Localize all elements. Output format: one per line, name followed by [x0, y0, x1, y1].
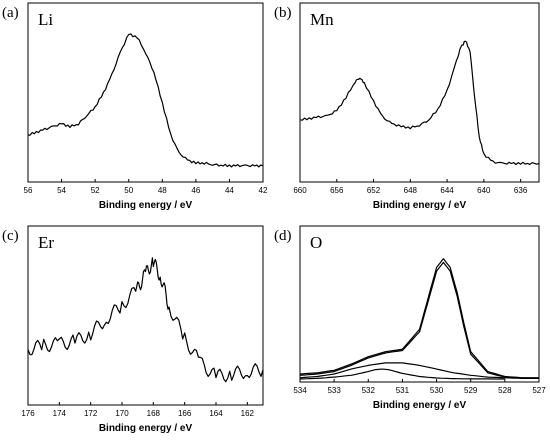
- element-label: Mn: [310, 10, 334, 29]
- x-tick-label: 46: [191, 186, 200, 195]
- series-line-0: [299, 258, 539, 379]
- panel-frame: [299, 225, 540, 383]
- x-tick-label: 531: [396, 386, 410, 395]
- x-axis-title: Binding energy / eV: [99, 423, 193, 434]
- panel-frame: [27, 225, 264, 406]
- panel-frame: [299, 2, 540, 183]
- x-tick-label: 534: [293, 386, 307, 395]
- x-axis-title: Binding energy / eV: [99, 200, 193, 211]
- panel-0: 56 54 52 50 48 46 44 42 Binding energy / eV (a) Li: [2, 2, 268, 211]
- panel-2: 176 174 172 170 168 166 164 162 Binding energy /…: [2, 225, 264, 434]
- series-line-2: [299, 362, 539, 379]
- panel-1: 660 656 652 648 644 640 636 Binding energy / eV…: [274, 2, 540, 211]
- x-tick-label: 176: [21, 409, 35, 418]
- x-tick-label: 528: [498, 386, 512, 395]
- x-tick-label: 652: [367, 186, 381, 195]
- x-tick-label: 530: [430, 386, 444, 395]
- x-tick-label: 636: [514, 186, 528, 195]
- x-tick-label: 533: [327, 386, 341, 395]
- x-tick-label: 168: [147, 409, 161, 418]
- x-tick-label: 172: [84, 409, 98, 418]
- x-tick-label: 170: [115, 409, 129, 418]
- x-tick-label: 164: [209, 409, 223, 418]
- series-line-0: [27, 33, 264, 168]
- panel-letter: (c): [2, 228, 19, 244]
- x-tick-label: 162: [241, 409, 255, 418]
- series-line-0: [299, 40, 540, 166]
- x-axis-title: Binding energy / eV: [373, 200, 467, 211]
- panel-letter: (b): [274, 5, 292, 21]
- x-tick-label: 529: [464, 386, 478, 395]
- x-tick-label: 648: [404, 186, 418, 195]
- x-tick-label: 532: [362, 386, 376, 395]
- x-tick-label: 527: [532, 386, 546, 395]
- x-axis-title: Binding energy / eV: [373, 400, 467, 411]
- element-label: Er: [38, 233, 54, 252]
- x-tick-label: 52: [91, 186, 100, 195]
- x-tick-label: 660: [293, 186, 307, 195]
- x-tick-label: 644: [440, 186, 454, 195]
- panel-frame: [27, 2, 264, 183]
- series-line-3: [299, 368, 505, 380]
- x-tick-label: 174: [53, 409, 67, 418]
- panel-3: 534 533 532 531 530 529 528 527 Binding energy /…: [274, 225, 546, 411]
- x-tick-label: 48: [158, 186, 167, 195]
- element-label: Li: [38, 10, 53, 29]
- x-tick-label: 44: [225, 186, 234, 195]
- panel-letter: (d): [274, 228, 292, 244]
- x-tick-label: 640: [477, 186, 491, 195]
- x-tick-label: 54: [57, 186, 66, 195]
- series-line-1: [299, 261, 539, 379]
- x-tick-label: 656: [330, 186, 344, 195]
- x-tick-label: 56: [24, 186, 33, 195]
- x-tick-label: 166: [178, 409, 192, 418]
- x-tick-label: 42: [259, 186, 268, 195]
- element-label: O: [310, 233, 322, 252]
- x-tick-label: 50: [124, 186, 133, 195]
- series-line-0: [27, 257, 264, 383]
- panel-letter: (a): [2, 5, 19, 21]
